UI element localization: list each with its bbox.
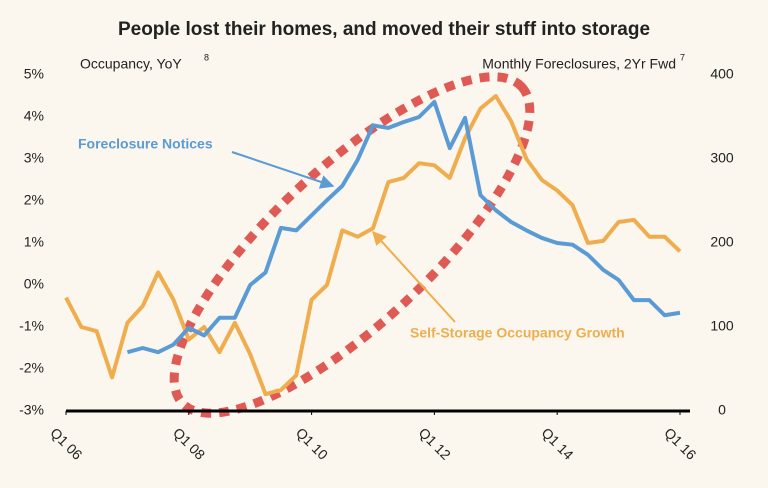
y-tick-label: 5%	[24, 66, 44, 82]
y-axis-note: 8	[204, 52, 209, 62]
annotation-arrow	[231, 151, 335, 189]
highlight-ellipse	[169, 72, 535, 418]
x-tick-label: Q1 06	[47, 424, 85, 462]
y-tick-label: 2%	[24, 192, 44, 208]
y-tick-label: 3%	[24, 150, 44, 166]
y-tick-label: 4%	[24, 108, 44, 124]
y-axis-label: Occupancy, YoY	[80, 56, 182, 72]
y2-tick-label: 100	[710, 318, 734, 334]
y2-tick-label: 400	[710, 66, 734, 82]
y2-tick-label: 300	[710, 150, 734, 166]
x-tick-label: Q1 16	[661, 424, 699, 462]
x-tick-label: Q1 12	[416, 424, 454, 462]
series-line	[126, 99, 681, 355]
series-line	[64, 94, 682, 397]
x-tick-label: Q1 08	[170, 424, 208, 462]
series-label: Self-Storage Occupancy Growth	[410, 325, 625, 341]
annotation-arrow	[372, 230, 456, 323]
series-label: Foreclosure Notices	[78, 136, 213, 152]
y2-axis-label: Monthly Foreclosures, 2Yr Fwd	[482, 56, 676, 72]
chart-title: People lost their homes, and moved their…	[118, 19, 650, 40]
y-tick-label: -3%	[19, 402, 44, 418]
y-tick-label: 1%	[24, 234, 44, 250]
x-tick-label: Q1 10	[293, 424, 331, 462]
y2-axis-note: 7	[680, 52, 685, 62]
y2-tick-label: 0	[718, 402, 726, 418]
x-tick-label: Q1 14	[538, 424, 576, 462]
y-tick-label: -2%	[19, 360, 44, 376]
y-tick-label: 0%	[24, 276, 44, 292]
y2-tick-label: 200	[710, 234, 734, 250]
y-tick-label: -1%	[19, 318, 44, 334]
